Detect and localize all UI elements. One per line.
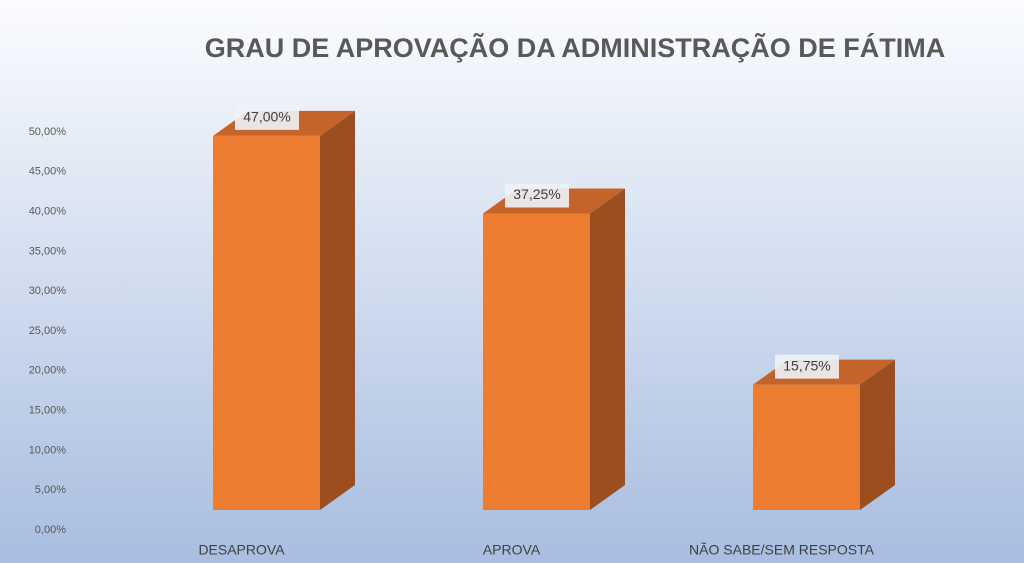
data-label: 47,00% <box>243 109 290 125</box>
x-tick-label: NÃO SABE/SEM RESPOSTA <box>689 542 875 558</box>
data-label-box <box>775 354 839 379</box>
y-tick-label: 35,00% <box>29 245 67 257</box>
y-tick-label: 45,00% <box>29 166 67 178</box>
y-tick-label: 20,00% <box>29 365 67 377</box>
y-tick-label: 0,00% <box>35 524 66 536</box>
y-tick-label: 5,00% <box>35 484 66 496</box>
bar-side <box>860 359 895 510</box>
y-tick-label: 30,00% <box>29 285 67 297</box>
data-label: 15,75% <box>783 357 830 373</box>
bar-side <box>590 188 625 511</box>
data-label: 37,25% <box>513 186 560 202</box>
y-tick-label: 15,00% <box>29 405 67 417</box>
bar <box>753 384 860 510</box>
y-tick-label: 40,00% <box>29 206 67 218</box>
y-tick-label: 50,00% <box>29 126 67 138</box>
bar-side <box>320 110 355 510</box>
x-tick-label: DESAPROVA <box>198 542 285 558</box>
y-tick-label: 10,00% <box>29 444 67 456</box>
y-tick-label: 25,00% <box>29 325 67 337</box>
bar <box>213 135 320 510</box>
data-label-box <box>235 105 299 130</box>
data-label-box <box>505 183 569 208</box>
chart-title: GRAU DE APROVAÇÃO DA ADMINISTRAÇÃO DE FÁ… <box>205 32 945 63</box>
bar <box>483 213 590 511</box>
x-tick-label: APROVA <box>483 542 541 558</box>
